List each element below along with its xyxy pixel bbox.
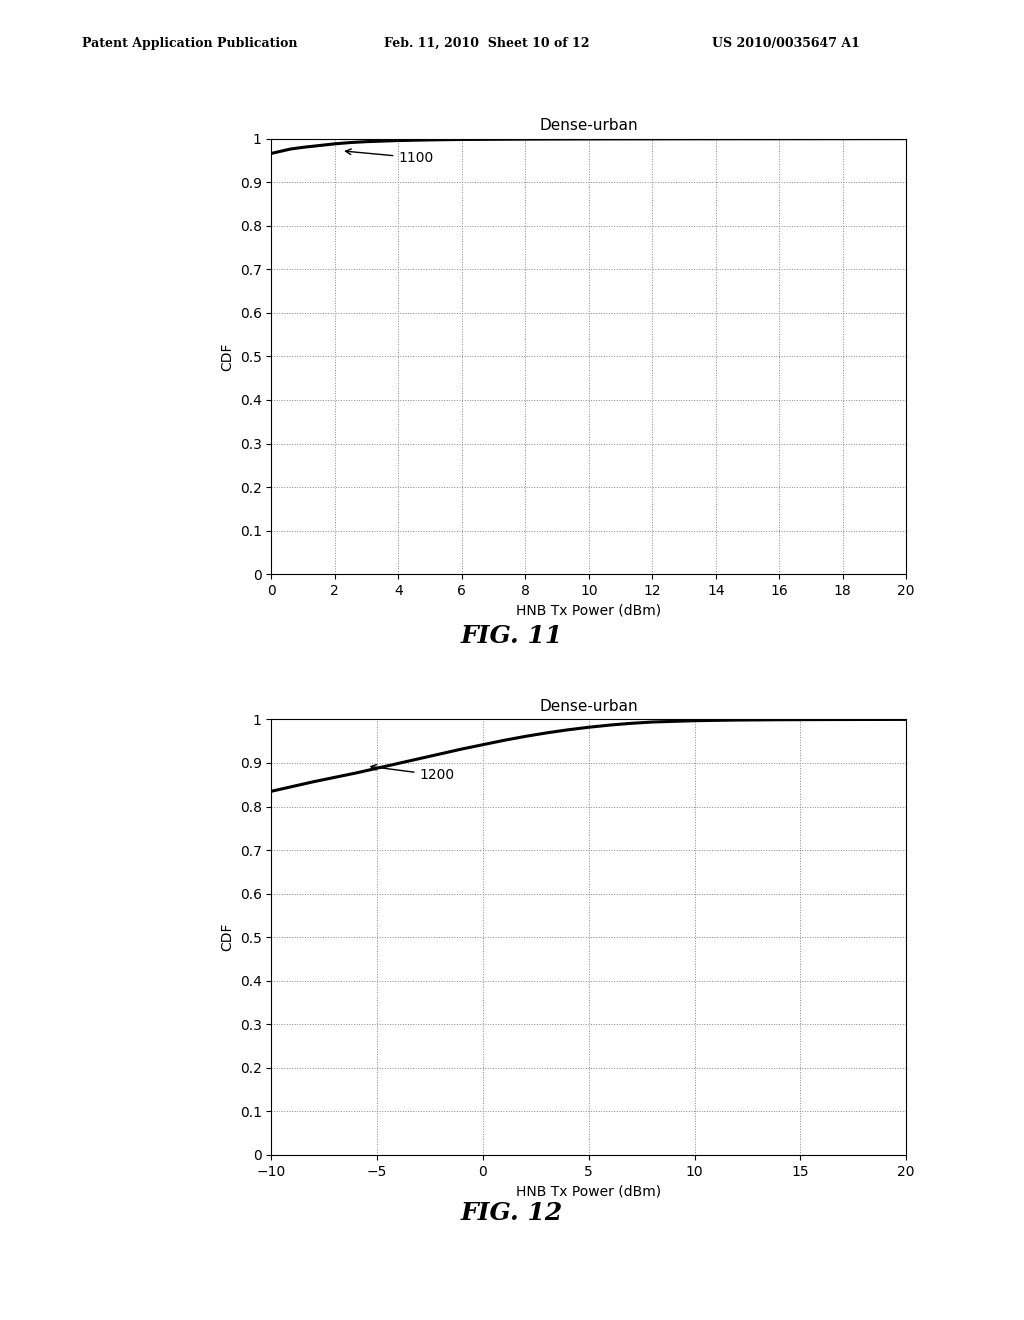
Text: 1100: 1100 <box>345 149 433 165</box>
X-axis label: HNB Tx Power (dBm): HNB Tx Power (dBm) <box>516 603 662 618</box>
Y-axis label: CDF: CDF <box>220 923 234 952</box>
Text: US 2010/0035647 A1: US 2010/0035647 A1 <box>712 37 859 50</box>
Title: Dense-urban: Dense-urban <box>540 119 638 133</box>
X-axis label: HNB Tx Power (dBm): HNB Tx Power (dBm) <box>516 1184 662 1199</box>
Text: FIG. 12: FIG. 12 <box>461 1201 563 1225</box>
Text: 1200: 1200 <box>371 764 455 783</box>
Text: Patent Application Publication: Patent Application Publication <box>82 37 297 50</box>
Text: FIG. 11: FIG. 11 <box>461 624 563 648</box>
Y-axis label: CDF: CDF <box>220 342 234 371</box>
Text: Feb. 11, 2010  Sheet 10 of 12: Feb. 11, 2010 Sheet 10 of 12 <box>384 37 590 50</box>
Title: Dense-urban: Dense-urban <box>540 700 638 714</box>
